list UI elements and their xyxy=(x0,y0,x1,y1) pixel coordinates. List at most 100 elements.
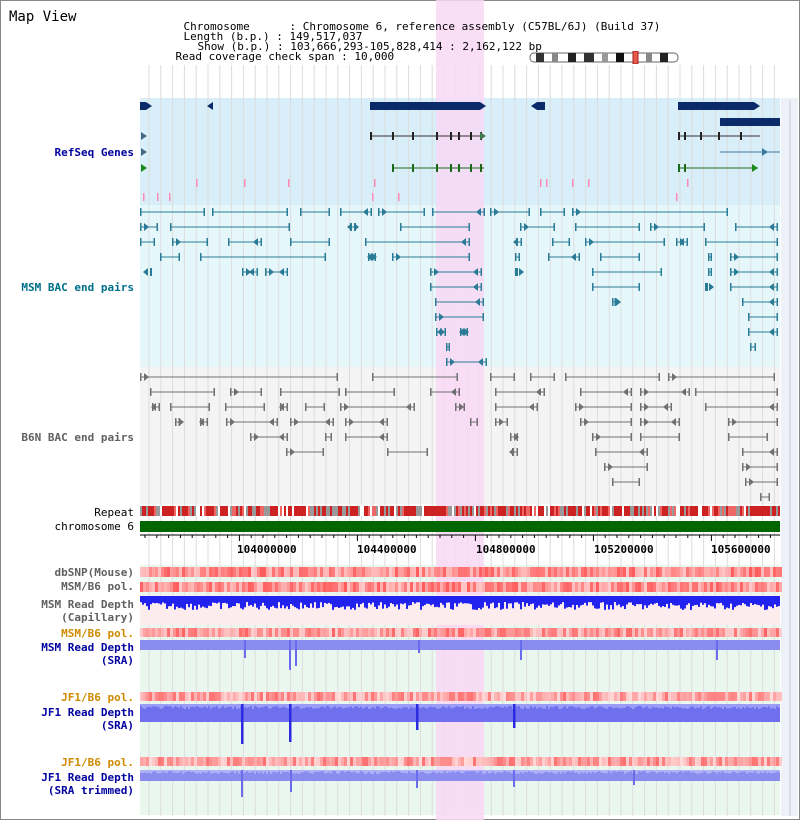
depth-bar xyxy=(458,770,460,772)
track-label-jf1-b6-pol-2[interactable]: JF1/B6 pol. xyxy=(61,756,134,769)
bac-end-mark xyxy=(515,253,517,261)
heat-cell xyxy=(479,628,482,637)
repeat-cell xyxy=(200,506,202,516)
bac-arrow xyxy=(608,463,613,471)
depth-bar xyxy=(448,596,450,603)
heat-cell xyxy=(317,567,320,577)
heat-cell xyxy=(362,582,365,592)
heat-cell xyxy=(212,582,215,592)
track-label-dbsnp[interactable]: dbSNP(Mouse) xyxy=(54,566,134,579)
depth-bar xyxy=(334,770,336,772)
track-label-jf1-b6-pol-1[interactable]: JF1/B6 pol. xyxy=(61,691,134,704)
repeat-cell xyxy=(292,506,294,516)
repeat-cell xyxy=(718,506,720,516)
heat-cell xyxy=(269,582,272,592)
depth-bar xyxy=(352,770,354,773)
heat-cell xyxy=(470,567,473,577)
heat-cell xyxy=(170,582,173,592)
bac-arrow xyxy=(230,418,235,426)
heat-cell xyxy=(518,757,521,766)
depth-bar xyxy=(680,596,682,609)
repeat-cell xyxy=(402,506,404,516)
depth-bar xyxy=(520,704,522,709)
track-label-chromosome[interactable]: chromosome 6 xyxy=(54,520,134,533)
heat-cell xyxy=(143,567,146,577)
track-label-jf1-depth-sra[interactable]: JF1 Read Depth xyxy=(41,706,134,719)
depth-bar xyxy=(282,770,284,772)
depth-bar xyxy=(662,596,664,607)
depth-bar xyxy=(208,770,210,772)
depth-bar xyxy=(388,770,390,773)
heat-cell xyxy=(581,567,584,577)
heat-cell xyxy=(347,567,350,577)
track-label-msm-depth-sra[interactable]: MSM Read Depth xyxy=(41,641,134,654)
bac-arrow xyxy=(644,388,649,396)
repeat-cell xyxy=(414,506,416,516)
track-label-refseq[interactable]: RefSeq Genes xyxy=(54,146,134,159)
heat-cell xyxy=(662,692,665,701)
heat-cell xyxy=(326,567,329,577)
track-label-msm-depth-cap[interactable]: MSM Read Depth xyxy=(41,598,134,611)
heat-cell xyxy=(311,692,314,701)
heat-cell xyxy=(494,582,497,592)
bac-arrow xyxy=(451,388,456,396)
repeat-cell xyxy=(186,506,188,516)
heat-cell xyxy=(671,757,674,766)
heat-cell xyxy=(221,567,224,577)
repeat-cell xyxy=(192,506,194,516)
track-label-b6n-bac[interactable]: B6N BAC end pairs xyxy=(21,431,134,444)
depth-bar xyxy=(580,704,582,709)
heat-cell xyxy=(401,628,404,637)
depth-bar xyxy=(288,596,290,610)
snp-tick xyxy=(572,179,574,187)
depth-bar xyxy=(270,596,272,607)
heat-cell xyxy=(602,757,605,766)
heat-cell xyxy=(170,757,173,766)
track-label-jf1-depth-trim[interactable]: JF1 Read Depth xyxy=(41,771,134,784)
depth-bar xyxy=(200,596,202,608)
depth-bar xyxy=(588,770,590,772)
bac-arrow xyxy=(347,223,352,231)
repeat-cell xyxy=(218,506,220,516)
heat-cell xyxy=(365,567,368,577)
heat-cell xyxy=(638,692,641,701)
track-label-msm-bac[interactable]: MSM BAC end pairs xyxy=(21,281,134,294)
depth-bar xyxy=(664,770,666,773)
heat-cell xyxy=(530,692,533,701)
depth-bar xyxy=(342,770,344,772)
depth-bar xyxy=(580,596,582,606)
depth-bar xyxy=(380,704,382,709)
repeat-cell xyxy=(288,506,290,516)
depth-bar xyxy=(546,596,548,605)
depth-bar xyxy=(506,770,508,773)
heat-cell xyxy=(629,567,632,577)
heat-cell xyxy=(485,692,488,701)
heat-cell xyxy=(671,582,674,592)
repeat-cell xyxy=(558,506,560,516)
bac-end-mark xyxy=(338,388,340,396)
repeat-cell xyxy=(618,506,620,516)
jf1-trim-depth xyxy=(140,770,780,781)
bac-end-mark xyxy=(290,418,292,426)
bac-end-mark xyxy=(250,433,252,441)
depth-bar xyxy=(326,704,328,707)
heat-cell xyxy=(704,757,707,766)
heat-cell xyxy=(485,757,488,766)
depth-bar xyxy=(694,596,696,606)
track-label-repeat[interactable]: Repeat xyxy=(94,506,134,519)
track-label-msm-b6-pol-1[interactable]: MSM/B6 pol. xyxy=(61,580,134,593)
depth-spike xyxy=(295,640,297,666)
depth-bar xyxy=(324,704,326,708)
heat-cell xyxy=(356,567,359,577)
heat-cell xyxy=(215,628,218,637)
depth-bar xyxy=(180,596,182,608)
track-label-msm-b6-pol-2[interactable]: MSM/B6 pol. xyxy=(61,627,134,640)
heat-cell xyxy=(683,692,686,701)
depth-bar xyxy=(490,596,492,604)
heat-cell xyxy=(536,582,539,592)
heat-cell xyxy=(722,628,725,637)
depth-bar xyxy=(538,770,540,773)
chromosome-ideogram[interactable] xyxy=(528,51,682,64)
heat-cell xyxy=(350,628,353,637)
repeat-cell xyxy=(508,506,510,516)
